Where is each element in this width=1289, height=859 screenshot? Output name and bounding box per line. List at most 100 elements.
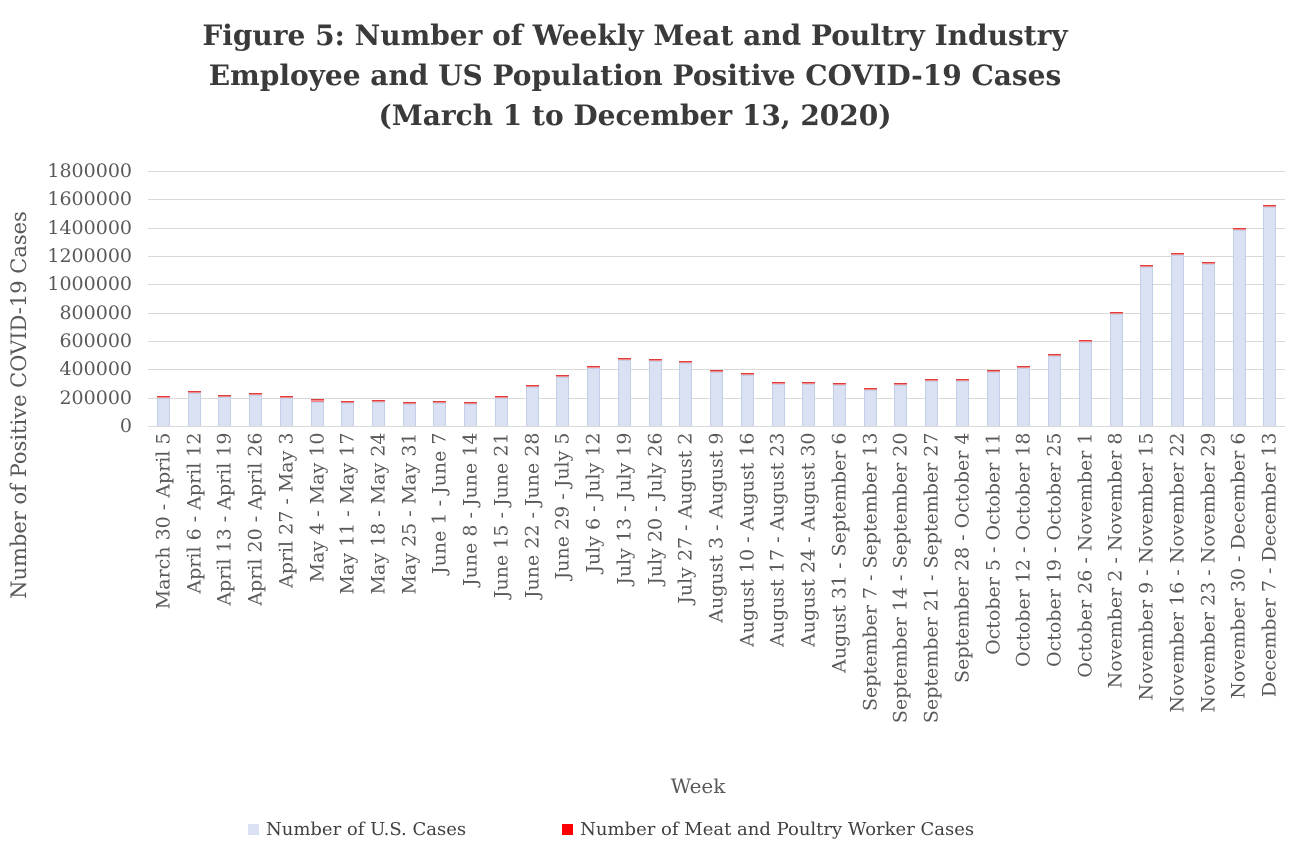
y-tick-label: 0: [119, 415, 132, 437]
x-axis-label-week-21: August 17 - August 23: [766, 432, 789, 647]
bar-worker-cases: [740, 373, 754, 375]
gridline: [148, 284, 1285, 286]
bar-week-12: [486, 171, 517, 426]
bar-worker-cases: [833, 383, 847, 386]
bar-worker-cases: [771, 381, 785, 384]
x-axis-label-week-20: August 10 - August 16: [736, 432, 759, 647]
bar-us-cases: [525, 387, 539, 426]
bar-us-cases: [925, 380, 939, 426]
bar-week-29: [1009, 171, 1040, 426]
bar-us-cases: [986, 372, 1000, 426]
bar-week-28: [978, 171, 1009, 426]
bar-week-34: [1162, 171, 1193, 426]
bar-week-7: [332, 171, 363, 426]
x-axis-label-week-18: July 27 - August 2: [674, 432, 697, 604]
legend-item-us-cases: Number of U.S. Cases: [248, 819, 466, 840]
bar-worker-cases: [249, 392, 263, 395]
x-axis-label-week-7: May 11 - May 17: [336, 432, 359, 594]
legend: Number of U.S. Cases Number of Meat and …: [248, 819, 974, 840]
x-axis-label-week-16: July 13 - July 19: [613, 432, 636, 585]
worker-cases-swatch-icon: [562, 824, 574, 835]
legend-label-worker-cases: Number of Meat and Poultry Worker Cases: [580, 819, 975, 840]
bar-worker-cases: [402, 402, 416, 405]
bar-week-15: [578, 171, 609, 426]
gridline: [148, 199, 1285, 201]
bar-week-11: [455, 171, 486, 426]
gridline: [148, 312, 1285, 314]
x-axis-label-week-24: September 7 - September 13: [859, 432, 882, 711]
bar-worker-cases: [556, 374, 570, 377]
bar-us-cases: [833, 385, 847, 426]
x-axis-label-week-36: November 30 - December 6: [1227, 432, 1250, 699]
x-axis-label-week-37: December 7 - December 13: [1258, 432, 1281, 697]
x-axis-title: Week: [670, 774, 726, 798]
bar-week-8: [363, 171, 394, 426]
y-tick-label: 1800000: [47, 160, 132, 182]
bar-worker-cases: [525, 385, 539, 388]
bar-worker-cases: [372, 400, 385, 403]
x-axis-label-week-9: May 25 - May 31: [398, 432, 421, 594]
bar-worker-cases: [986, 370, 1000, 373]
x-axis-label-week-23: August 31 - September 6: [828, 432, 851, 673]
bar-us-cases: [648, 360, 662, 426]
gridline: [148, 171, 1285, 172]
x-axis-label-week-31: October 26 - November 1: [1074, 432, 1097, 678]
bar-week-25: [886, 171, 917, 426]
bar-worker-cases: [925, 378, 939, 381]
us-cases-swatch-icon: [248, 824, 259, 835]
bar-us-cases: [802, 384, 816, 426]
x-axis-label-week-19: August 3 - August 9: [705, 432, 728, 623]
y-tick-label: 1600000: [47, 188, 132, 211]
bar-worker-cases: [310, 399, 324, 402]
bar-week-23: [824, 171, 855, 426]
x-axis-label-week-3: April 13 - April 19: [213, 432, 236, 606]
x-axis-label-week-17: July 20 - July 26: [644, 432, 667, 585]
bar-us-cases: [1017, 368, 1031, 426]
chart-title-line-3: (March 1 to December 13, 2020): [378, 99, 892, 132]
bar-week-2: [179, 171, 210, 426]
x-axis-label-week-33: November 9 - November 15: [1135, 432, 1158, 700]
bar-us-cases: [1263, 207, 1277, 426]
legend-label-us-cases: Number of U.S. Cases: [266, 819, 467, 840]
bar-worker-cases: [464, 402, 478, 405]
bar-week-32: [1101, 171, 1132, 426]
bar-week-9: [394, 171, 425, 426]
bar-worker-cases: [187, 391, 201, 393]
bar-week-6: [302, 171, 333, 426]
x-axis-label-week-4: April 20 - April 26: [244, 432, 267, 606]
bar-worker-cases: [279, 396, 293, 399]
x-axis-label-week-34: November 16 - November 22: [1166, 432, 1189, 713]
x-axis-label-week-5: April 27 - May 3: [275, 432, 298, 588]
bar-us-cases: [310, 401, 324, 426]
bar-us-cases: [556, 376, 570, 426]
bar-us-cases: [587, 368, 601, 426]
chart-title-line-2: Employee and US Population Positive COVI…: [208, 59, 1062, 92]
y-tick-label: 400000: [59, 358, 132, 381]
bar-worker-cases: [1232, 228, 1246, 231]
bar-us-cases: [249, 394, 263, 426]
bar-us-cases: [494, 398, 508, 426]
bar-worker-cases: [1109, 311, 1123, 314]
bar-week-22: [793, 171, 824, 426]
bar-worker-cases: [587, 366, 601, 369]
x-axis-label-week-6: May 4 - May 10: [306, 432, 328, 582]
y-tick-label: 600000: [59, 330, 132, 352]
x-axis-label-week-14: June 29 - July 5: [551, 432, 574, 579]
bar-us-cases: [679, 363, 693, 426]
y-tick-label: 200000: [59, 386, 132, 409]
bar-us-cases: [740, 375, 754, 426]
bar-worker-cases: [1048, 353, 1062, 356]
bar-week-27: [947, 171, 978, 426]
bar-worker-cases: [648, 358, 662, 361]
x-axis-label-week-28: October 5 - October 11: [982, 432, 1005, 655]
bar-us-cases: [187, 393, 201, 426]
x-axis-label-week-15: July 6 - July 12: [582, 432, 605, 573]
plot-area: [148, 171, 1285, 427]
bar-week-10: [425, 171, 456, 426]
bar-week-24: [855, 171, 886, 426]
x-axis-label-week-29: October 12 - October 18: [1012, 432, 1035, 667]
bar-us-cases: [771, 383, 785, 426]
bar-week-18: [670, 171, 701, 426]
bar-us-cases: [218, 396, 232, 426]
